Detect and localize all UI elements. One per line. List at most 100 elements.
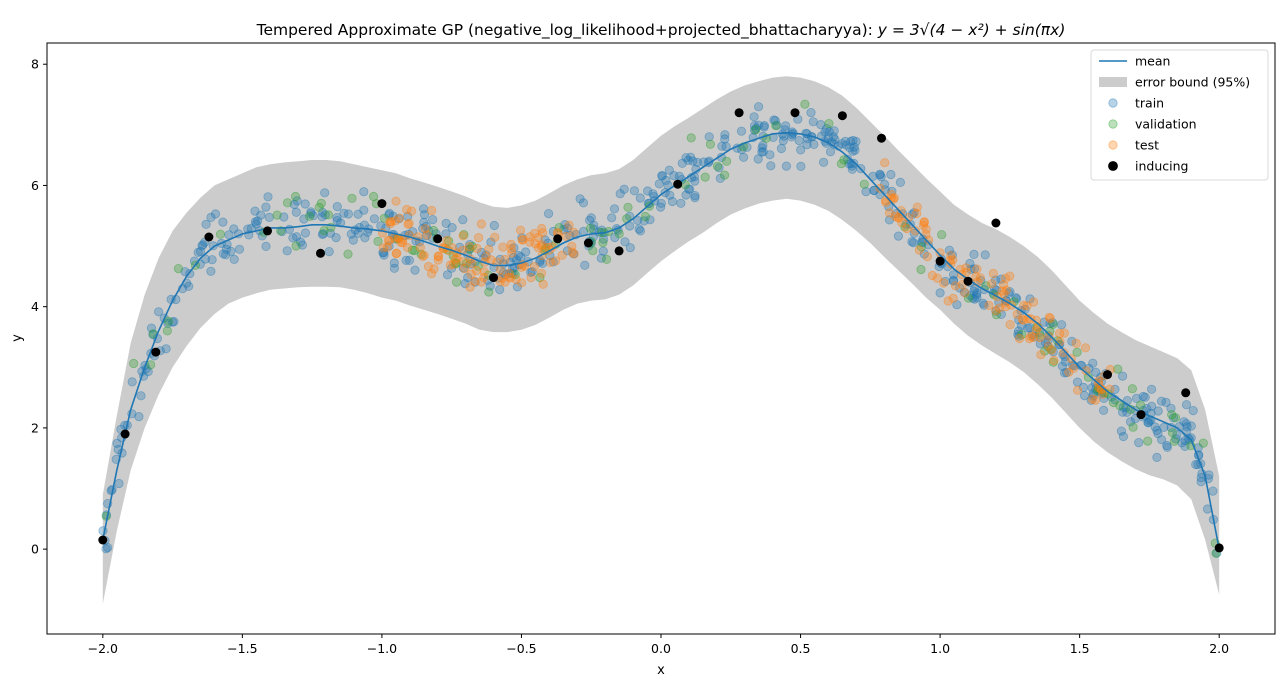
test-point xyxy=(391,196,401,206)
train-point xyxy=(1159,422,1169,432)
y-tick-label: 8 xyxy=(31,57,39,72)
train-point xyxy=(610,232,620,243)
validation-point xyxy=(686,133,696,143)
train-point xyxy=(1048,347,1058,357)
train-point xyxy=(580,260,590,270)
train-point xyxy=(685,152,696,162)
train-point xyxy=(970,294,980,304)
test-point xyxy=(988,268,998,279)
train-point xyxy=(463,272,473,283)
test-point xyxy=(452,253,462,263)
test-point xyxy=(886,189,896,200)
train-point xyxy=(968,293,978,303)
train-point xyxy=(378,248,388,258)
train-point xyxy=(639,216,649,226)
validation-point xyxy=(173,263,183,274)
test-point xyxy=(392,248,402,258)
test-point xyxy=(1090,395,1101,405)
validation-point xyxy=(1093,386,1103,396)
train-point xyxy=(1062,367,1072,378)
train-point xyxy=(568,249,579,259)
train-point xyxy=(447,223,457,233)
test-point xyxy=(515,225,526,235)
train-point xyxy=(407,227,418,237)
test-point xyxy=(884,208,895,218)
test-point xyxy=(1035,332,1045,343)
train-point xyxy=(787,129,797,140)
train-point xyxy=(1182,422,1192,432)
test-point xyxy=(1031,315,1042,325)
train-point xyxy=(169,316,179,327)
train-point xyxy=(297,240,307,250)
test-point xyxy=(1087,394,1098,404)
validation-point xyxy=(1072,347,1082,357)
validation-point xyxy=(1053,336,1063,346)
test-point xyxy=(1024,333,1035,344)
train-point xyxy=(112,438,122,448)
train-point xyxy=(403,211,413,222)
train-point xyxy=(253,216,263,226)
test-point xyxy=(504,268,514,278)
validation-point xyxy=(416,249,426,259)
train-point xyxy=(959,287,970,297)
inducing-point xyxy=(991,218,1001,228)
train-point xyxy=(869,185,879,195)
test-point xyxy=(912,208,922,219)
train-point xyxy=(947,250,957,260)
train-point xyxy=(751,123,761,133)
train-point xyxy=(346,229,356,239)
train-point xyxy=(195,246,206,257)
test-point xyxy=(939,278,949,288)
test-point xyxy=(433,255,443,265)
train-point xyxy=(1043,341,1053,352)
train-point xyxy=(486,237,496,247)
train-point xyxy=(965,291,976,301)
train-point xyxy=(1004,288,1014,298)
train-point xyxy=(809,139,819,149)
train-point xyxy=(667,196,678,207)
train-point xyxy=(489,220,499,231)
test-point xyxy=(537,240,547,250)
train-point xyxy=(1088,388,1098,398)
validation-point xyxy=(162,326,172,336)
test-point xyxy=(538,279,548,289)
test-point xyxy=(561,231,571,241)
validation-point xyxy=(451,277,462,287)
train-point xyxy=(586,213,596,223)
train-point xyxy=(1043,335,1054,345)
test-point xyxy=(948,255,958,265)
train-point xyxy=(384,208,395,218)
train-point xyxy=(849,142,859,152)
test-point xyxy=(1043,341,1054,351)
test-point xyxy=(960,288,970,298)
test-point xyxy=(923,235,934,245)
train-point xyxy=(234,244,245,254)
train-point xyxy=(829,126,839,136)
train-point xyxy=(442,270,453,280)
train-point xyxy=(348,235,358,245)
inducing-point xyxy=(1181,388,1191,398)
validation-point xyxy=(535,272,545,283)
test-point xyxy=(457,257,468,267)
train-point xyxy=(476,247,487,258)
train-point xyxy=(948,275,959,285)
train-point xyxy=(629,186,640,196)
validation-point xyxy=(1127,384,1138,394)
test-point xyxy=(525,237,535,247)
train-point xyxy=(816,120,826,130)
validation-point xyxy=(614,229,624,239)
train-point xyxy=(201,219,211,229)
test-point xyxy=(919,217,930,227)
train-point xyxy=(198,240,208,250)
test-point xyxy=(567,247,577,257)
train-point xyxy=(418,223,428,234)
legend-swatch-train xyxy=(1108,98,1118,108)
test-point xyxy=(569,227,579,237)
train-point xyxy=(1048,318,1058,328)
test-point xyxy=(1071,338,1081,348)
test-point xyxy=(1081,366,1091,376)
test-point xyxy=(470,276,480,286)
train-point xyxy=(1140,392,1150,402)
train-point xyxy=(1091,384,1101,394)
validation-point xyxy=(991,310,1002,320)
